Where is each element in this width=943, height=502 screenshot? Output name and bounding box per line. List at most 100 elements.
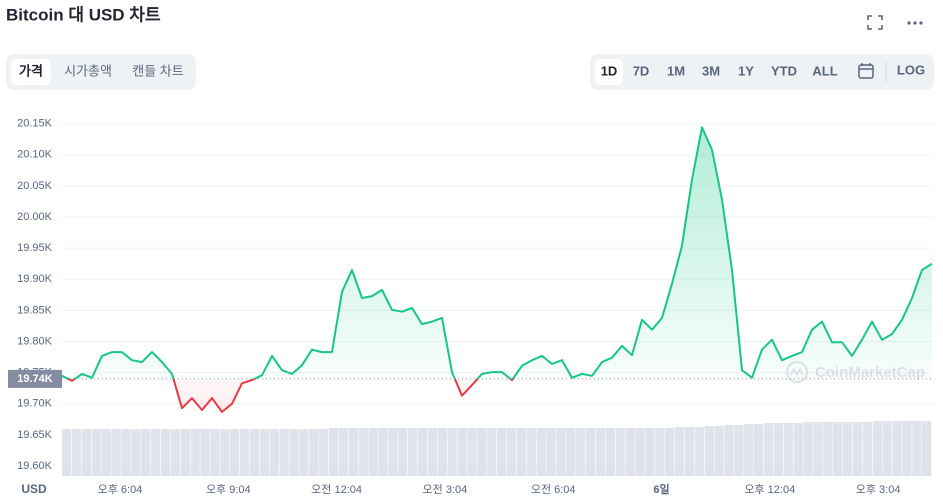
volume-bar: [546, 428, 556, 476]
volume-bar: [566, 428, 576, 476]
view-tab[interactable]: 가격: [19, 63, 43, 78]
volume-bar: [704, 426, 714, 476]
more-icon[interactable]: [907, 21, 923, 25]
volume-bar: [437, 428, 447, 476]
x-unit: USD: [21, 482, 47, 496]
volume-bar: [388, 428, 398, 476]
volume-bar: [259, 429, 270, 476]
volume-bar: [200, 429, 210, 476]
price-line: [61, 126, 933, 413]
view-tabs: [6, 54, 196, 90]
volume-bar: [338, 428, 349, 476]
tab-log[interactable]: LOG: [897, 62, 925, 77]
volume-bar: [249, 429, 260, 476]
volume-bar: [595, 428, 606, 476]
volume-bar: [754, 424, 764, 476]
volume-bar: [922, 421, 932, 476]
x-tick-label: 오후 9:04: [206, 483, 251, 496]
volume-bar: [487, 428, 497, 476]
x-tick-label: 오전 12:04: [311, 483, 362, 496]
volume-bar: [744, 424, 754, 476]
volume-bar: [506, 428, 517, 476]
range-tab[interactable]: ALL: [812, 63, 837, 78]
volume-bar: [210, 429, 220, 476]
volume-bar: [378, 428, 388, 476]
volume-bar: [190, 429, 200, 476]
volume-bar: [635, 428, 645, 476]
volume-bar: [783, 423, 793, 476]
tab-selected: [11, 59, 51, 85]
y-tick-label: 19.90K: [17, 273, 53, 285]
y-tick-label: 19.65K: [17, 429, 53, 441]
x-tick-label: 오후 3:04: [856, 483, 901, 496]
y-tick-label: 19.70K: [17, 398, 53, 410]
volume-bar: [121, 429, 131, 476]
watermark-text: CoinMarketCap: [815, 364, 925, 381]
volume-bar: [882, 421, 892, 476]
view-tab[interactable]: 캔들 차트: [132, 63, 183, 78]
volume-bar: [862, 422, 873, 476]
volume-bar: [91, 429, 101, 476]
volume-bar: [348, 428, 358, 476]
volume-bar: [684, 427, 695, 476]
volume-bar: [289, 429, 299, 476]
volume-bar: [773, 423, 784, 476]
volume-bar: [823, 422, 833, 476]
volume-bar: [734, 425, 744, 476]
title: Bitcoin 대 USD 차트: [6, 5, 161, 24]
y-tick-label: 20.05K: [17, 180, 53, 192]
volume-bar: [328, 428, 339, 476]
volume-bar: [111, 429, 121, 476]
volume-bar: [625, 428, 635, 476]
view-tab[interactable]: 시가총액: [64, 63, 112, 78]
volume-bar: [813, 422, 823, 476]
volume-bar: [615, 428, 625, 476]
volume-bar: [319, 429, 329, 476]
x-tick-label: 오전 6:04: [531, 483, 576, 496]
range-tab[interactable]: 3M: [702, 63, 720, 78]
tab-selected: [595, 59, 623, 85]
y-tick-label: 19.95K: [17, 242, 53, 254]
volume-bar: [665, 428, 675, 476]
volume-bar: [170, 429, 181, 476]
range-tab[interactable]: 7D: [633, 63, 650, 78]
volume-bar: [427, 428, 438, 476]
volume-bar: [150, 429, 161, 476]
volume-bar: [309, 429, 319, 476]
volume-bar: [368, 428, 378, 476]
volume-bar: [852, 422, 863, 476]
y-tick-label: 20.15K: [17, 118, 53, 130]
x-tick-label: 오후 12:04: [744, 483, 795, 496]
volume-bar: [714, 426, 724, 476]
volume-bar: [477, 428, 487, 476]
volume-bar: [872, 421, 882, 476]
fullscreen-icon[interactable]: [867, 15, 883, 30]
volume-bar: [674, 427, 685, 476]
volume-bar: [605, 428, 616, 476]
volume-bar: [417, 428, 428, 476]
y-tick-label: 19.80K: [17, 335, 53, 347]
y-tick-label: 20.00K: [17, 211, 53, 223]
volume-bar: [763, 423, 774, 476]
range-tabs: [590, 54, 934, 90]
range-tab[interactable]: YTD: [771, 63, 797, 78]
volume-bar: [62, 429, 72, 476]
volume-bar: [180, 429, 190, 476]
volume-bar: [141, 429, 151, 476]
volume-bar: [576, 428, 586, 476]
range-tab[interactable]: 1Y: [738, 63, 754, 78]
volume-bar: [101, 429, 111, 476]
volume-bar: [655, 428, 665, 476]
calendar-icon[interactable]: [858, 63, 874, 79]
range-tab[interactable]: 1M: [667, 63, 685, 78]
volume-bar: [408, 428, 418, 476]
volume-bar: [279, 429, 289, 476]
volume-bar: [269, 429, 279, 476]
range-tab[interactable]: 1D: [601, 63, 618, 78]
volume-bar: [803, 422, 813, 476]
volume-bar: [447, 428, 457, 476]
y-tick-label: 19.60K: [17, 460, 53, 472]
x-tick-label: 6일: [653, 482, 669, 496]
volume-bar: [843, 422, 853, 476]
